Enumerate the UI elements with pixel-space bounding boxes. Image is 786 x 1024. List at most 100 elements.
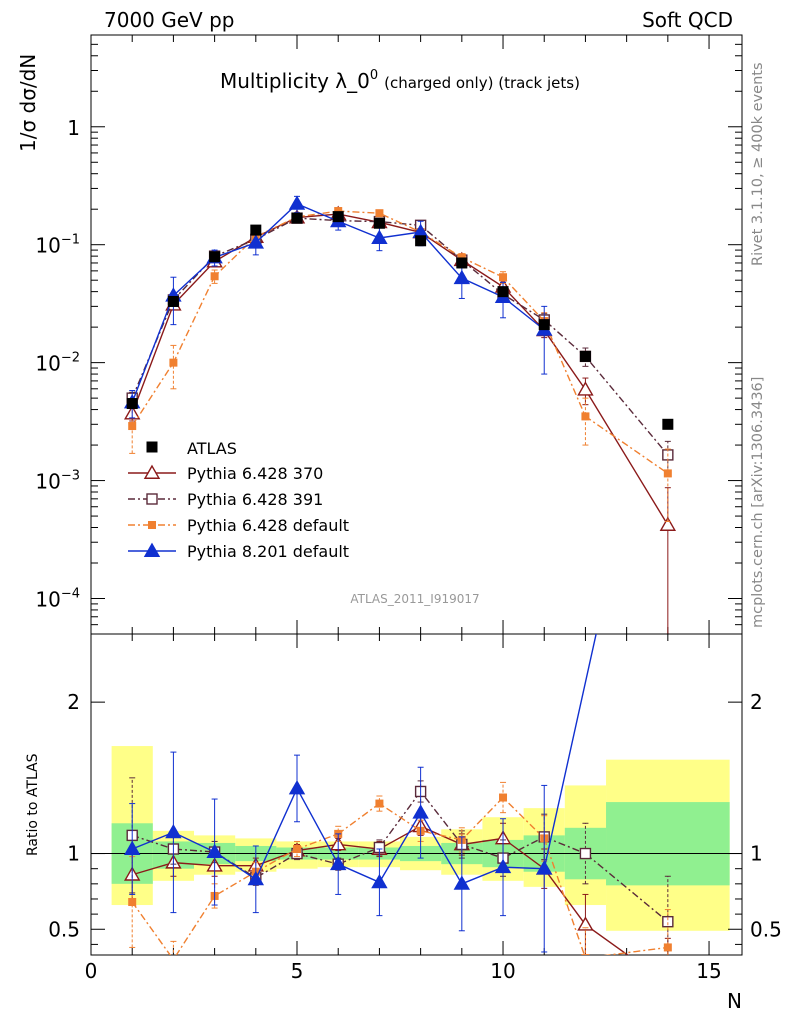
y-tick-label: 10−1 [35,233,80,258]
reference-point [538,319,550,331]
reference-data [126,211,674,430]
data-point [371,229,388,244]
ratio-point [412,804,429,819]
y-axis-label-main: 1/σ dσ/dN [16,54,40,152]
y-tick-label: 10−4 [35,586,80,611]
y-tick-label-base: 1 [67,116,80,140]
y-tick-label-exp: −4 [61,586,80,601]
ratio-point [293,845,302,854]
ratio-panel: 0 5 10 15 2 2 1 1 0.5 0.5 [48,633,782,989]
reference-point [332,211,344,223]
data-point [663,469,672,478]
data-point [375,209,384,218]
reference-point [662,418,674,430]
legend-item-1: Pythia 6.428 391 [128,490,323,509]
ratio-point [536,860,553,875]
data-point [169,358,178,367]
data-point [334,207,343,216]
reference-point [373,217,385,229]
data-point [659,516,677,531]
data-point [128,422,137,431]
ratio-point [663,943,672,952]
ratio-point [453,875,471,890]
ratio-point [494,858,512,874]
legend-label: Pythia 6.428 370 [187,464,323,483]
data-point [499,273,508,282]
legend: ATLAS Pythia 6.428 370 Pythia 6.428 391 Pyt… [128,439,349,561]
ratio-point [371,873,388,889]
legend-item-0: Pythia 6.428 370 [128,464,323,483]
main-panel: 110−110−210−310−4 [35,34,743,635]
reference-point [167,295,179,307]
legend-item-3: Pythia 8.201 default [128,542,349,561]
legend-label: Pythia 8.201 default [187,542,349,561]
watermark: ATLAS_2011_I919017 [350,592,479,606]
legend-marker [143,464,161,479]
data-point [577,381,594,396]
main-plot-area [123,195,677,634]
ratio-point [247,870,265,886]
legend-item-atlas: ATLAS [146,439,237,458]
legend-marker [143,542,161,557]
legend-marker [146,493,158,505]
x-tick-label: 5 [291,959,304,983]
legend-label: Pythia 6.428 default [187,516,349,535]
ratio-point [123,840,141,855]
ratio-point [330,855,347,871]
ratio-point [577,916,594,931]
ratio-point [581,954,590,955]
x-tick-label: 15 [696,959,721,983]
ratio-line [131,634,597,885]
ratio-y-tick-label: 1 [67,842,80,866]
legend-marker [148,521,156,529]
data-point [581,412,590,421]
reference-point [456,257,468,269]
y-tick-label-base: 10 [35,587,60,611]
ratio-point [662,915,674,928]
y-tick-label-base: 10 [35,234,60,258]
ratio-plot-area [123,634,675,989]
plot-title: Multiplicity λ_00 (charged only) (track j… [220,68,580,93]
rivet-label: Rivet 3.1.10, ≥ 400k events [750,62,766,266]
ratio-y-tick-label-right: 2 [750,690,763,714]
y-axis-label-ratio: Ratio to ATLAS [25,753,41,856]
data-point [457,253,466,262]
y-tick-label-exp: −1 [61,233,80,248]
ratio-series-3 [123,634,597,953]
reference-point [291,212,303,224]
reference-point [209,251,221,263]
ratio-y-tick-label-right: 1 [750,842,763,866]
legend-label: ATLAS [187,439,237,458]
legend-item-2: Pythia 6.428 default [128,516,349,535]
y-tick-label-base: 10 [35,352,60,376]
ratio-point [579,847,592,860]
data-point [210,272,219,281]
title-rest: (charged only) (track jets) [384,74,580,92]
reference-point [126,398,138,410]
reference-point [250,224,262,236]
title-sup: 0 [370,68,378,83]
y-tick-label: 10−2 [35,351,80,376]
ratio-point [288,780,306,795]
ratio-point [169,956,177,964]
data-point [453,269,471,285]
data-point [288,195,306,210]
ratio-y-tick-label: 2 [67,690,80,714]
data-point [247,234,265,249]
ratio-point [165,823,182,839]
mcplots-url: mcplots.cern.ch [arXiv:1306.3436] [750,377,766,628]
legend-marker [146,441,158,453]
legend-label: Pythia 6.428 391 [187,490,323,509]
reference-point [497,286,509,298]
y-tick-label: 10−3 [35,469,80,494]
ratio-point [661,977,675,989]
title-main: Multiplicity λ_0 [220,69,370,93]
y-tick-label-exp: −3 [61,469,80,484]
reference-point [579,350,591,362]
y-tick-label-base: 10 [35,470,60,494]
ratio-y-tick-label-right: 0.5 [750,917,782,941]
series-1 [126,212,674,474]
ratio-point [375,799,384,808]
ratio-point [128,898,137,907]
